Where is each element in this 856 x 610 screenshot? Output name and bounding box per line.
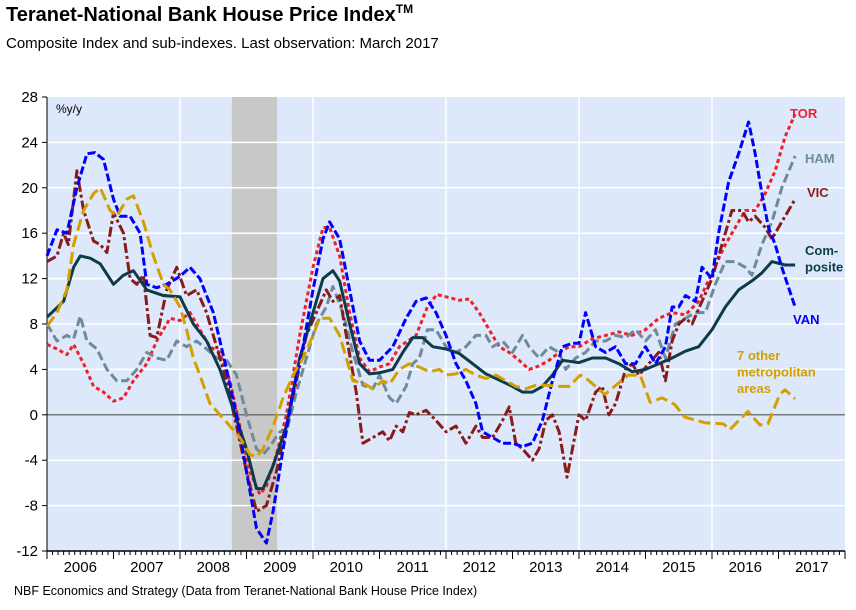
x-tick-label: 2017 bbox=[795, 559, 828, 576]
y-tick-label: 16 bbox=[21, 225, 38, 242]
y-tick-label: 4 bbox=[30, 361, 38, 378]
series-label-7-other-metropolitan-areas: areas bbox=[737, 381, 771, 396]
y-tick-label: -8 bbox=[25, 498, 38, 515]
y-tick-label: 12 bbox=[21, 271, 38, 288]
trademark-superscript: TM bbox=[395, 2, 414, 16]
x-tick-label: 2009 bbox=[263, 559, 296, 576]
x-tick-label: 2013 bbox=[529, 559, 562, 576]
chart-subtitle: Composite Index and sub-indexes. Last ob… bbox=[6, 35, 439, 52]
y-tick-label: -12 bbox=[16, 543, 38, 560]
series-label-van: VAN bbox=[793, 312, 819, 327]
x-tick-label: 2011 bbox=[397, 559, 429, 576]
x-tick-label: 2010 bbox=[330, 559, 363, 576]
series-label-composite: Com- bbox=[805, 243, 838, 258]
y-axis-unit-label: %y/y bbox=[56, 102, 82, 116]
y-tick-label: 8 bbox=[30, 316, 38, 333]
chart-title-text: Teranet-National Bank House Price Index bbox=[6, 4, 396, 26]
series-line-composite bbox=[45, 254, 796, 491]
series-label-tor: TOR bbox=[790, 106, 818, 121]
series-line-vic bbox=[46, 169, 797, 513]
chart-title: Teranet-National Bank House Price IndexT… bbox=[6, 2, 414, 27]
series-label-7-other-metropolitan-areas: 7 other bbox=[737, 348, 780, 363]
series-line-van bbox=[45, 120, 797, 545]
x-tick-label: 2014 bbox=[596, 559, 629, 576]
series-line-tor bbox=[46, 113, 797, 496]
x-tick-label: 2015 bbox=[662, 559, 695, 576]
series-label-7-other-metropolitan-areas: metropolitan bbox=[737, 365, 816, 380]
x-tick-label: 2007 bbox=[130, 559, 163, 576]
series-label-ham: HAM bbox=[805, 151, 835, 166]
x-tick-label: 2008 bbox=[197, 559, 230, 576]
series-label-composite: posite bbox=[805, 260, 843, 275]
y-tick-label: 24 bbox=[21, 134, 38, 151]
y-tick-label: 20 bbox=[21, 180, 38, 197]
y-tick-label: 0 bbox=[30, 407, 38, 424]
source-note: NBF Economics and Strategy (Data from Te… bbox=[14, 584, 478, 598]
series-line-ham bbox=[45, 155, 797, 456]
series-line-7-other-metropolitan-areas bbox=[45, 186, 797, 459]
y-tick-label: -4 bbox=[25, 452, 38, 469]
series-label-vic: VIC bbox=[807, 185, 829, 200]
y-tick-label: 28 bbox=[21, 89, 38, 106]
x-tick-label: 2012 bbox=[463, 559, 496, 576]
x-tick-label: 2016 bbox=[729, 559, 762, 576]
x-tick-label: 2006 bbox=[64, 559, 97, 576]
